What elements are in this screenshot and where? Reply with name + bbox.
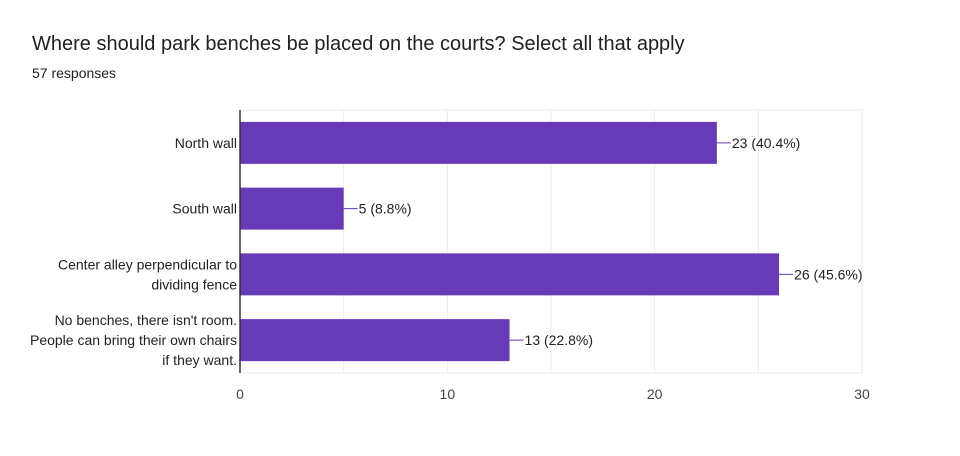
x-tick-label: 0	[236, 386, 244, 402]
response-count: 57 responses	[32, 65, 117, 81]
data-label: 5 (8.8%)	[359, 201, 412, 217]
bar	[240, 187, 344, 230]
data-label: 13 (22.8%)	[525, 332, 593, 348]
category-label: Center alley perpendicular to	[58, 256, 237, 272]
category-label: North wall	[175, 135, 237, 151]
category-label: People can bring their own chairs	[30, 332, 237, 348]
x-tick-label: 30	[854, 386, 870, 402]
category-label: dividing fence	[151, 276, 237, 292]
category-label: if they want.	[162, 352, 237, 368]
category-label: No benches, there isn't room.	[55, 312, 237, 328]
bar	[240, 319, 510, 362]
category-label: South wall	[172, 201, 237, 217]
x-tick-label: 10	[440, 386, 456, 402]
data-label: 23 (40.4%)	[732, 135, 800, 151]
bar	[240, 121, 717, 164]
chart-title: Where should park benches be placed on t…	[32, 33, 685, 55]
x-tick-label: 20	[647, 386, 663, 402]
bar	[240, 253, 780, 296]
data-label: 26 (45.6%)	[794, 266, 862, 282]
